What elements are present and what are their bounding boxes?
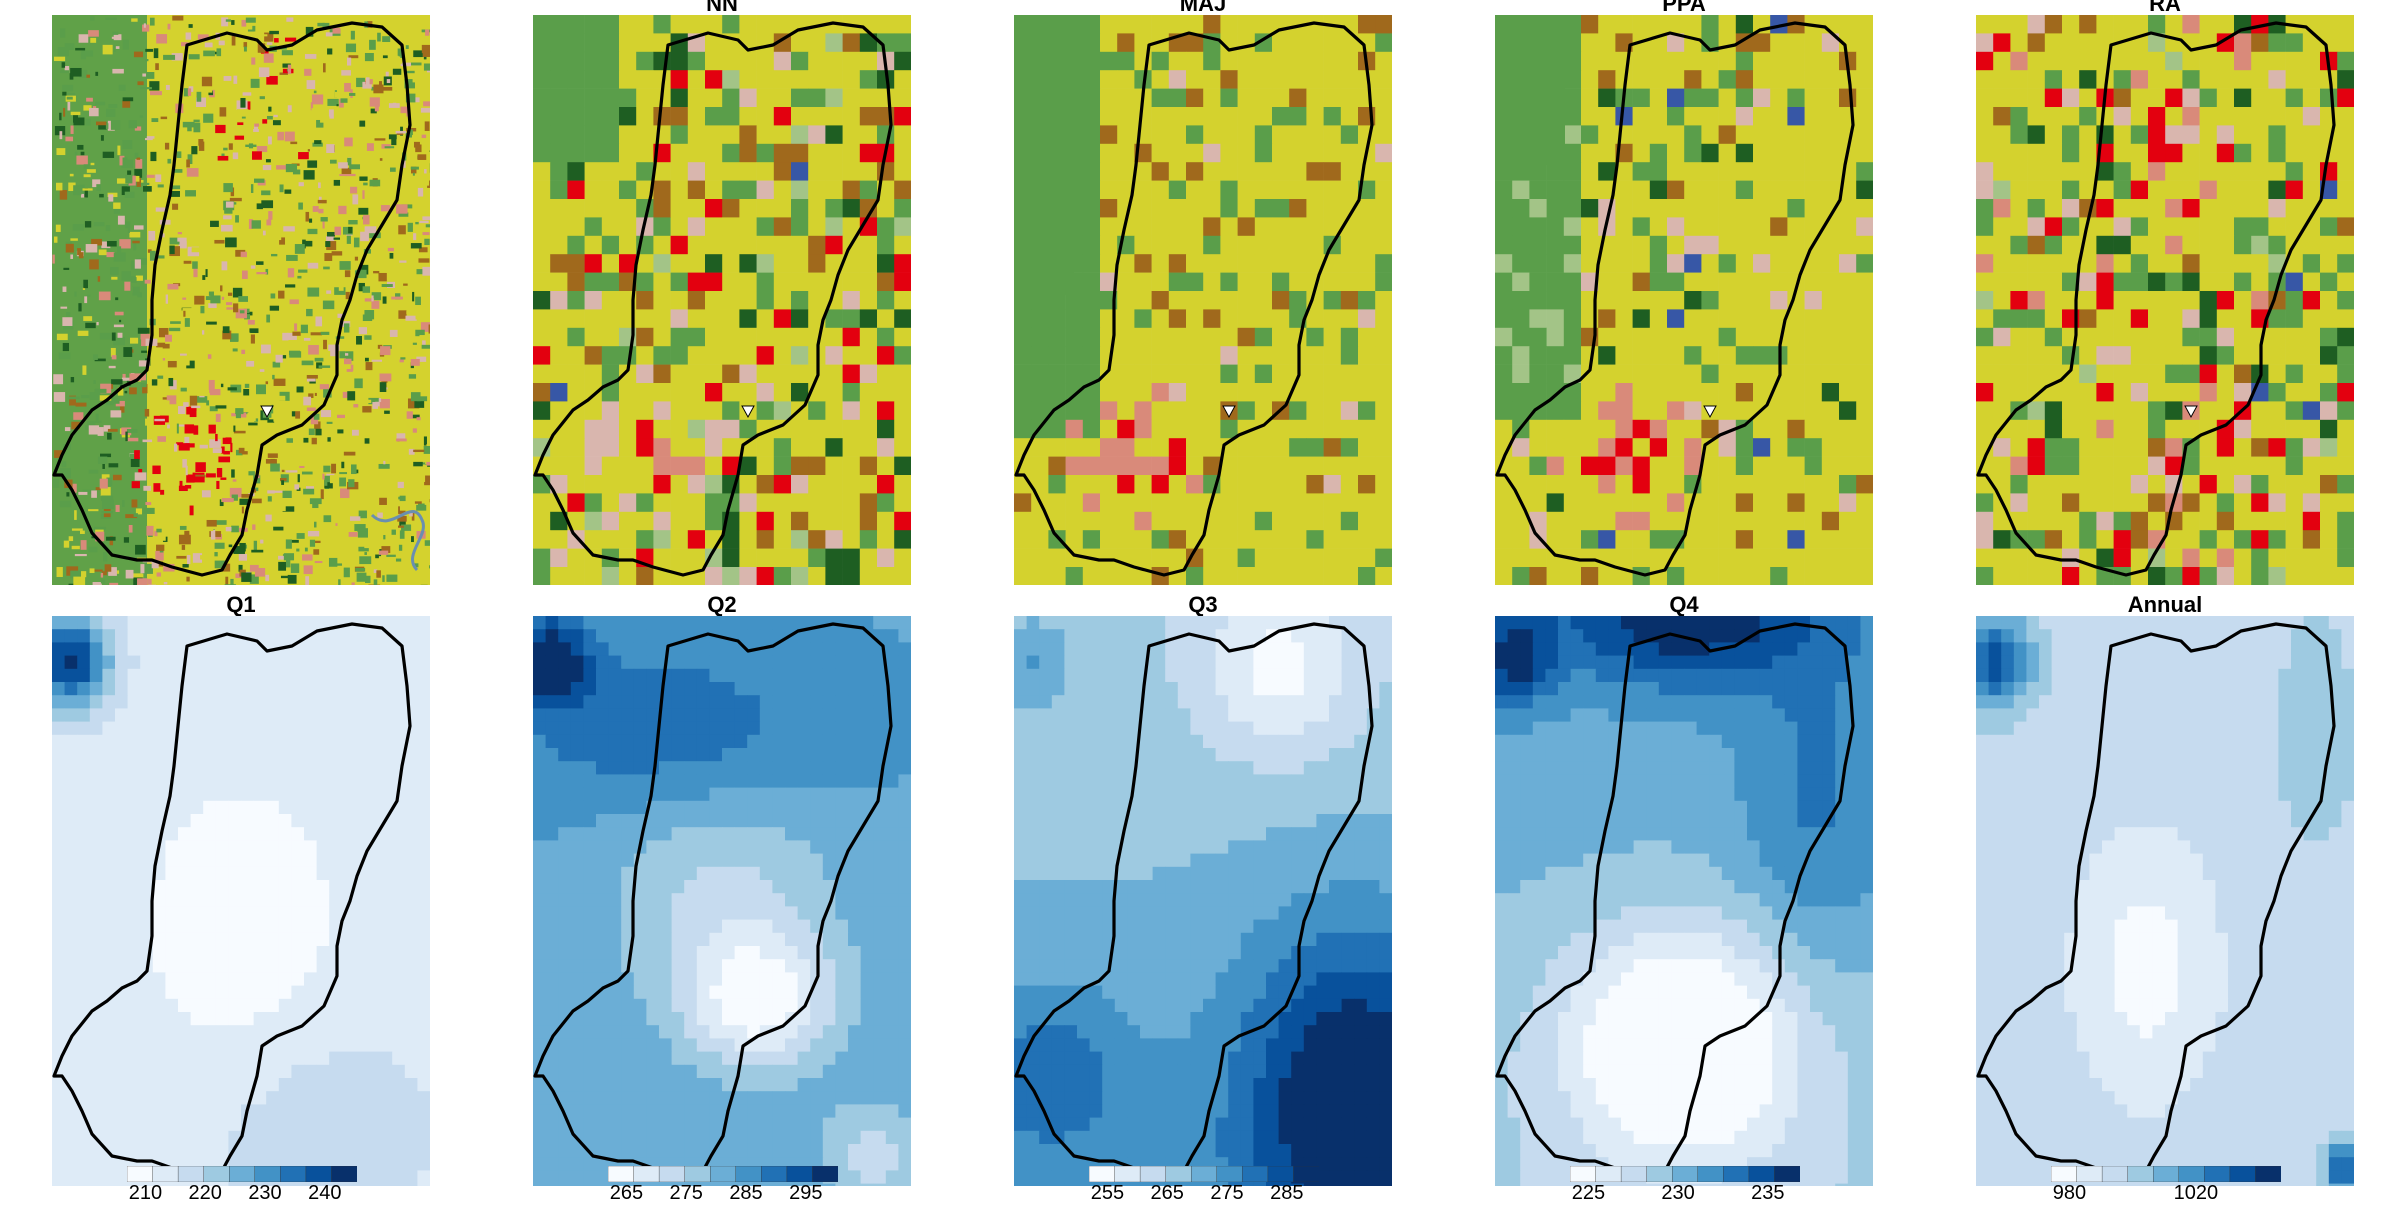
colorbar-gradient	[2051, 1166, 2281, 1182]
panel-title-q2: Q2	[533, 592, 911, 618]
colorbar-tick-label: 230	[1661, 1182, 1694, 1204]
colorbar-gradient	[1570, 1166, 1800, 1182]
colorbar-tick-labels: 255 265 275 285	[1089, 1182, 1319, 1206]
colorbar-tick-label: 225	[1572, 1182, 1605, 1204]
colorbar-q3: 255 265 275 285	[1089, 1166, 1319, 1206]
colorbar-tick-label: 275	[670, 1182, 703, 1204]
quantity-map-annual	[1976, 616, 2354, 1186]
colorbar-tick-label: 235	[1751, 1182, 1784, 1204]
colorbar-gradient	[1089, 1166, 1319, 1182]
landcover-panel-ppa: PPA	[1495, 15, 1873, 585]
panel-title-q3: Q3	[1014, 592, 1392, 618]
panel-title-q1: Q1	[52, 592, 430, 618]
landcover-map-original	[52, 15, 430, 585]
colorbar-annual: 980 1020	[2051, 1166, 2281, 1206]
landcover-panel-maj: MAJ	[1014, 15, 1392, 585]
colorbar-tick-labels: 980 1020	[2051, 1182, 2281, 1206]
landcover-panel-original	[52, 15, 430, 585]
landcover-map-ppa	[1495, 15, 1873, 585]
panel-title-q4: Q4	[1495, 592, 1873, 618]
quantity-map-q3	[1014, 616, 1392, 1186]
landcover-map-nn	[533, 15, 911, 585]
colorbar-tick-label: 255	[1091, 1182, 1124, 1204]
colorbar-tick-labels: 225 230 235	[1570, 1182, 1800, 1206]
quantity-map-q1	[52, 616, 430, 1186]
quantity-map-q4	[1495, 616, 1873, 1186]
colorbar-q4: 225 230 235	[1570, 1166, 1800, 1206]
colorbar-gradient	[608, 1166, 838, 1182]
landcover-panel-ra: RA	[1976, 15, 2354, 585]
quantity-map-q2	[533, 616, 911, 1186]
landcover-panel-nn: NN	[533, 15, 911, 585]
colorbar-tick-label: 265	[1151, 1182, 1184, 1204]
colorbar-tick-label: 980	[2053, 1182, 2086, 1204]
colorbar-tick-label: 275	[1210, 1182, 1243, 1204]
colorbar-tick-label: 1020	[2174, 1182, 2219, 1204]
colorbar-q2: 265 275 285 295	[608, 1166, 838, 1206]
colorbar-q1: 210 220 230 240	[127, 1166, 357, 1206]
colorbar-tick-label: 230	[248, 1182, 281, 1204]
colorbar-tick-label: 295	[789, 1182, 822, 1204]
landcover-map-ra	[1976, 15, 2354, 585]
colorbar-tick-label: 220	[189, 1182, 222, 1204]
colorbar-tick-label: 210	[129, 1182, 162, 1204]
colorbar-gradient	[127, 1166, 357, 1182]
colorbar-tick-label: 285	[1270, 1182, 1303, 1204]
colorbar-tick-label: 285	[729, 1182, 762, 1204]
panel-title-annual: Annual	[1976, 592, 2354, 618]
colorbar-tick-label: 240	[308, 1182, 341, 1204]
landcover-map-maj	[1014, 15, 1392, 585]
colorbar-tick-labels: 210 220 230 240	[127, 1182, 357, 1206]
colorbar-tick-labels: 265 275 285 295	[608, 1182, 838, 1206]
colorbar-tick-label: 265	[610, 1182, 643, 1204]
